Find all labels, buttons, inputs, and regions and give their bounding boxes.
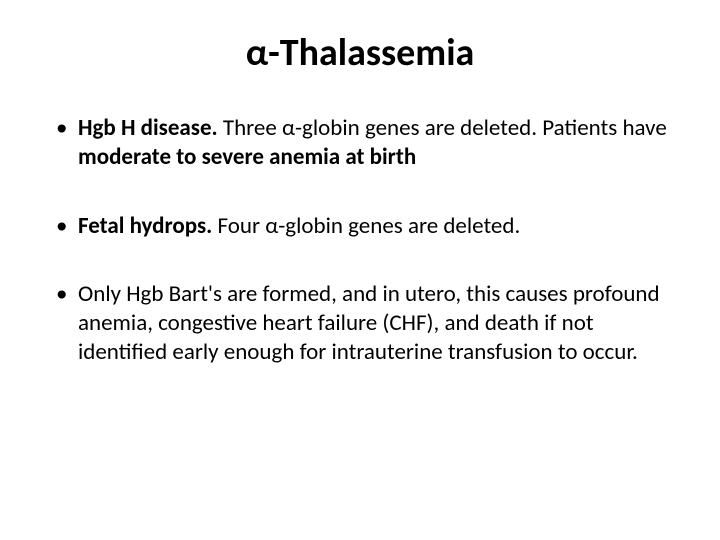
text-run: Four α-globin genes are deleted.	[218, 212, 521, 240]
text-run: Only Hgb Bart's are formed, and in utero…	[78, 280, 660, 366]
slide-title: α-Thalassemia	[50, 30, 670, 76]
text-run: moderate to severe anemia at birth	[78, 143, 416, 171]
bullet-item: Hgb H disease. Three α-globin genes are …	[50, 114, 670, 172]
bullet-item: Fetal hydrops. Four α-globin genes are d…	[50, 212, 670, 241]
text-run: Hgb H disease.	[78, 114, 223, 142]
text-run: Three α-globin genes are deleted. Patien…	[223, 114, 667, 142]
bullet-list: Hgb H disease. Three α-globin genes are …	[50, 114, 670, 367]
text-run: Fetal hydrops.	[78, 212, 218, 240]
bullet-item: Only Hgb Bart's are formed, and in utero…	[50, 280, 670, 366]
